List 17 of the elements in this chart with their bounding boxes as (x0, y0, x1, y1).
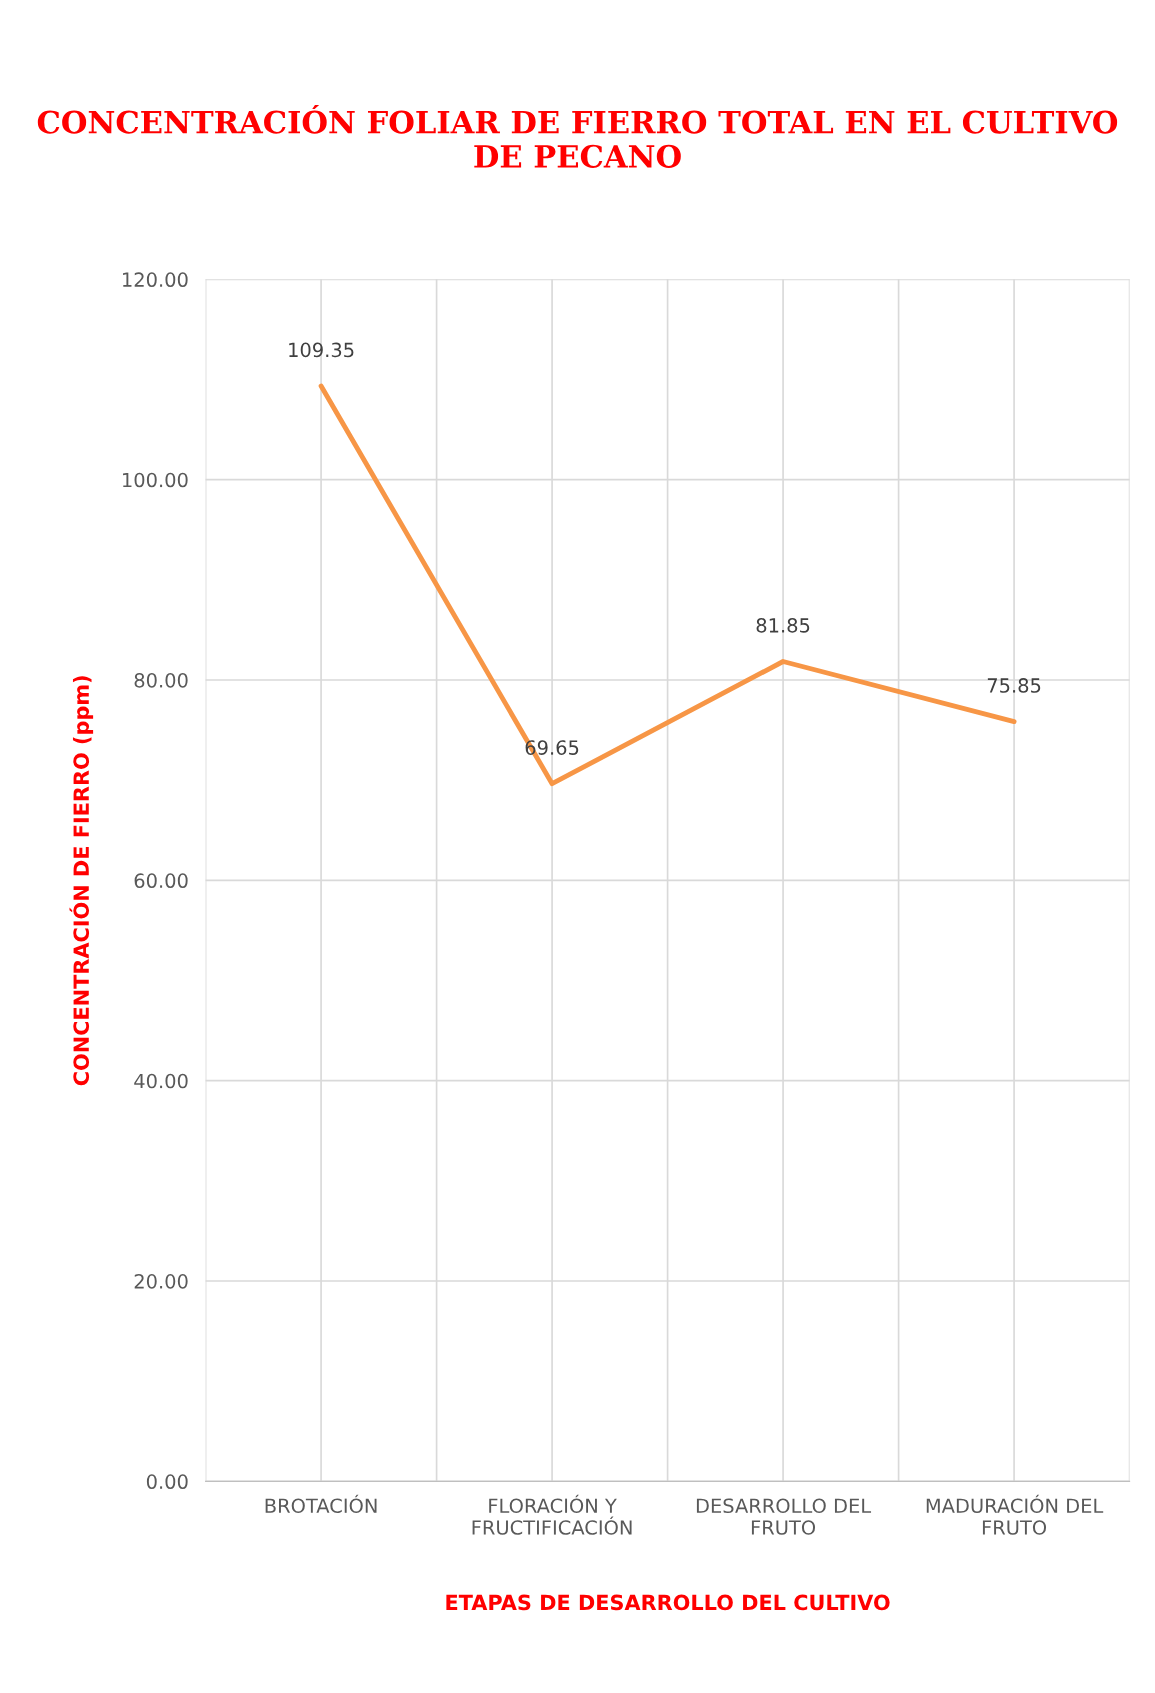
data-label: 75.85 (987, 678, 1041, 693)
x-tick-label: BROTACIÓN (265, 1494, 377, 1514)
data-label: 109.35 (289, 342, 354, 358)
y-tick-label: 40.00 (134, 1073, 188, 1089)
y-tick-label: 60.00 (134, 873, 188, 889)
x-tick-label: DESARROLLO DEL FRUTO (696, 1498, 872, 1535)
y-axis-title: CONCENTRACIÓN DE FIERRO (ppm) (69, 676, 94, 1086)
x-axis-title: ETAPAS DE DESARROLLO DEL CULTIVO (446, 1594, 890, 1611)
y-tick-label: 100.00 (123, 472, 188, 488)
y-tick-label: 0.00 (146, 1474, 188, 1490)
x-tick-label: MADURACIÓN DEL FRUTO (926, 1494, 1104, 1535)
x-tick-label: FLORACIÓN Y FRUCTIFICACIÓN (472, 1494, 632, 1535)
data-label: 81.85 (756, 618, 810, 633)
y-tick-label: 120.00 (123, 272, 188, 288)
y-tick-label: 80.00 (134, 672, 188, 688)
chart-title: CONCENTRACIÓN FOLIAR DE FIERRO TOTAL EN EL CULTIVO DE PECANO (37, 104, 1118, 168)
y-tick-label: 20.00 (134, 1273, 188, 1289)
